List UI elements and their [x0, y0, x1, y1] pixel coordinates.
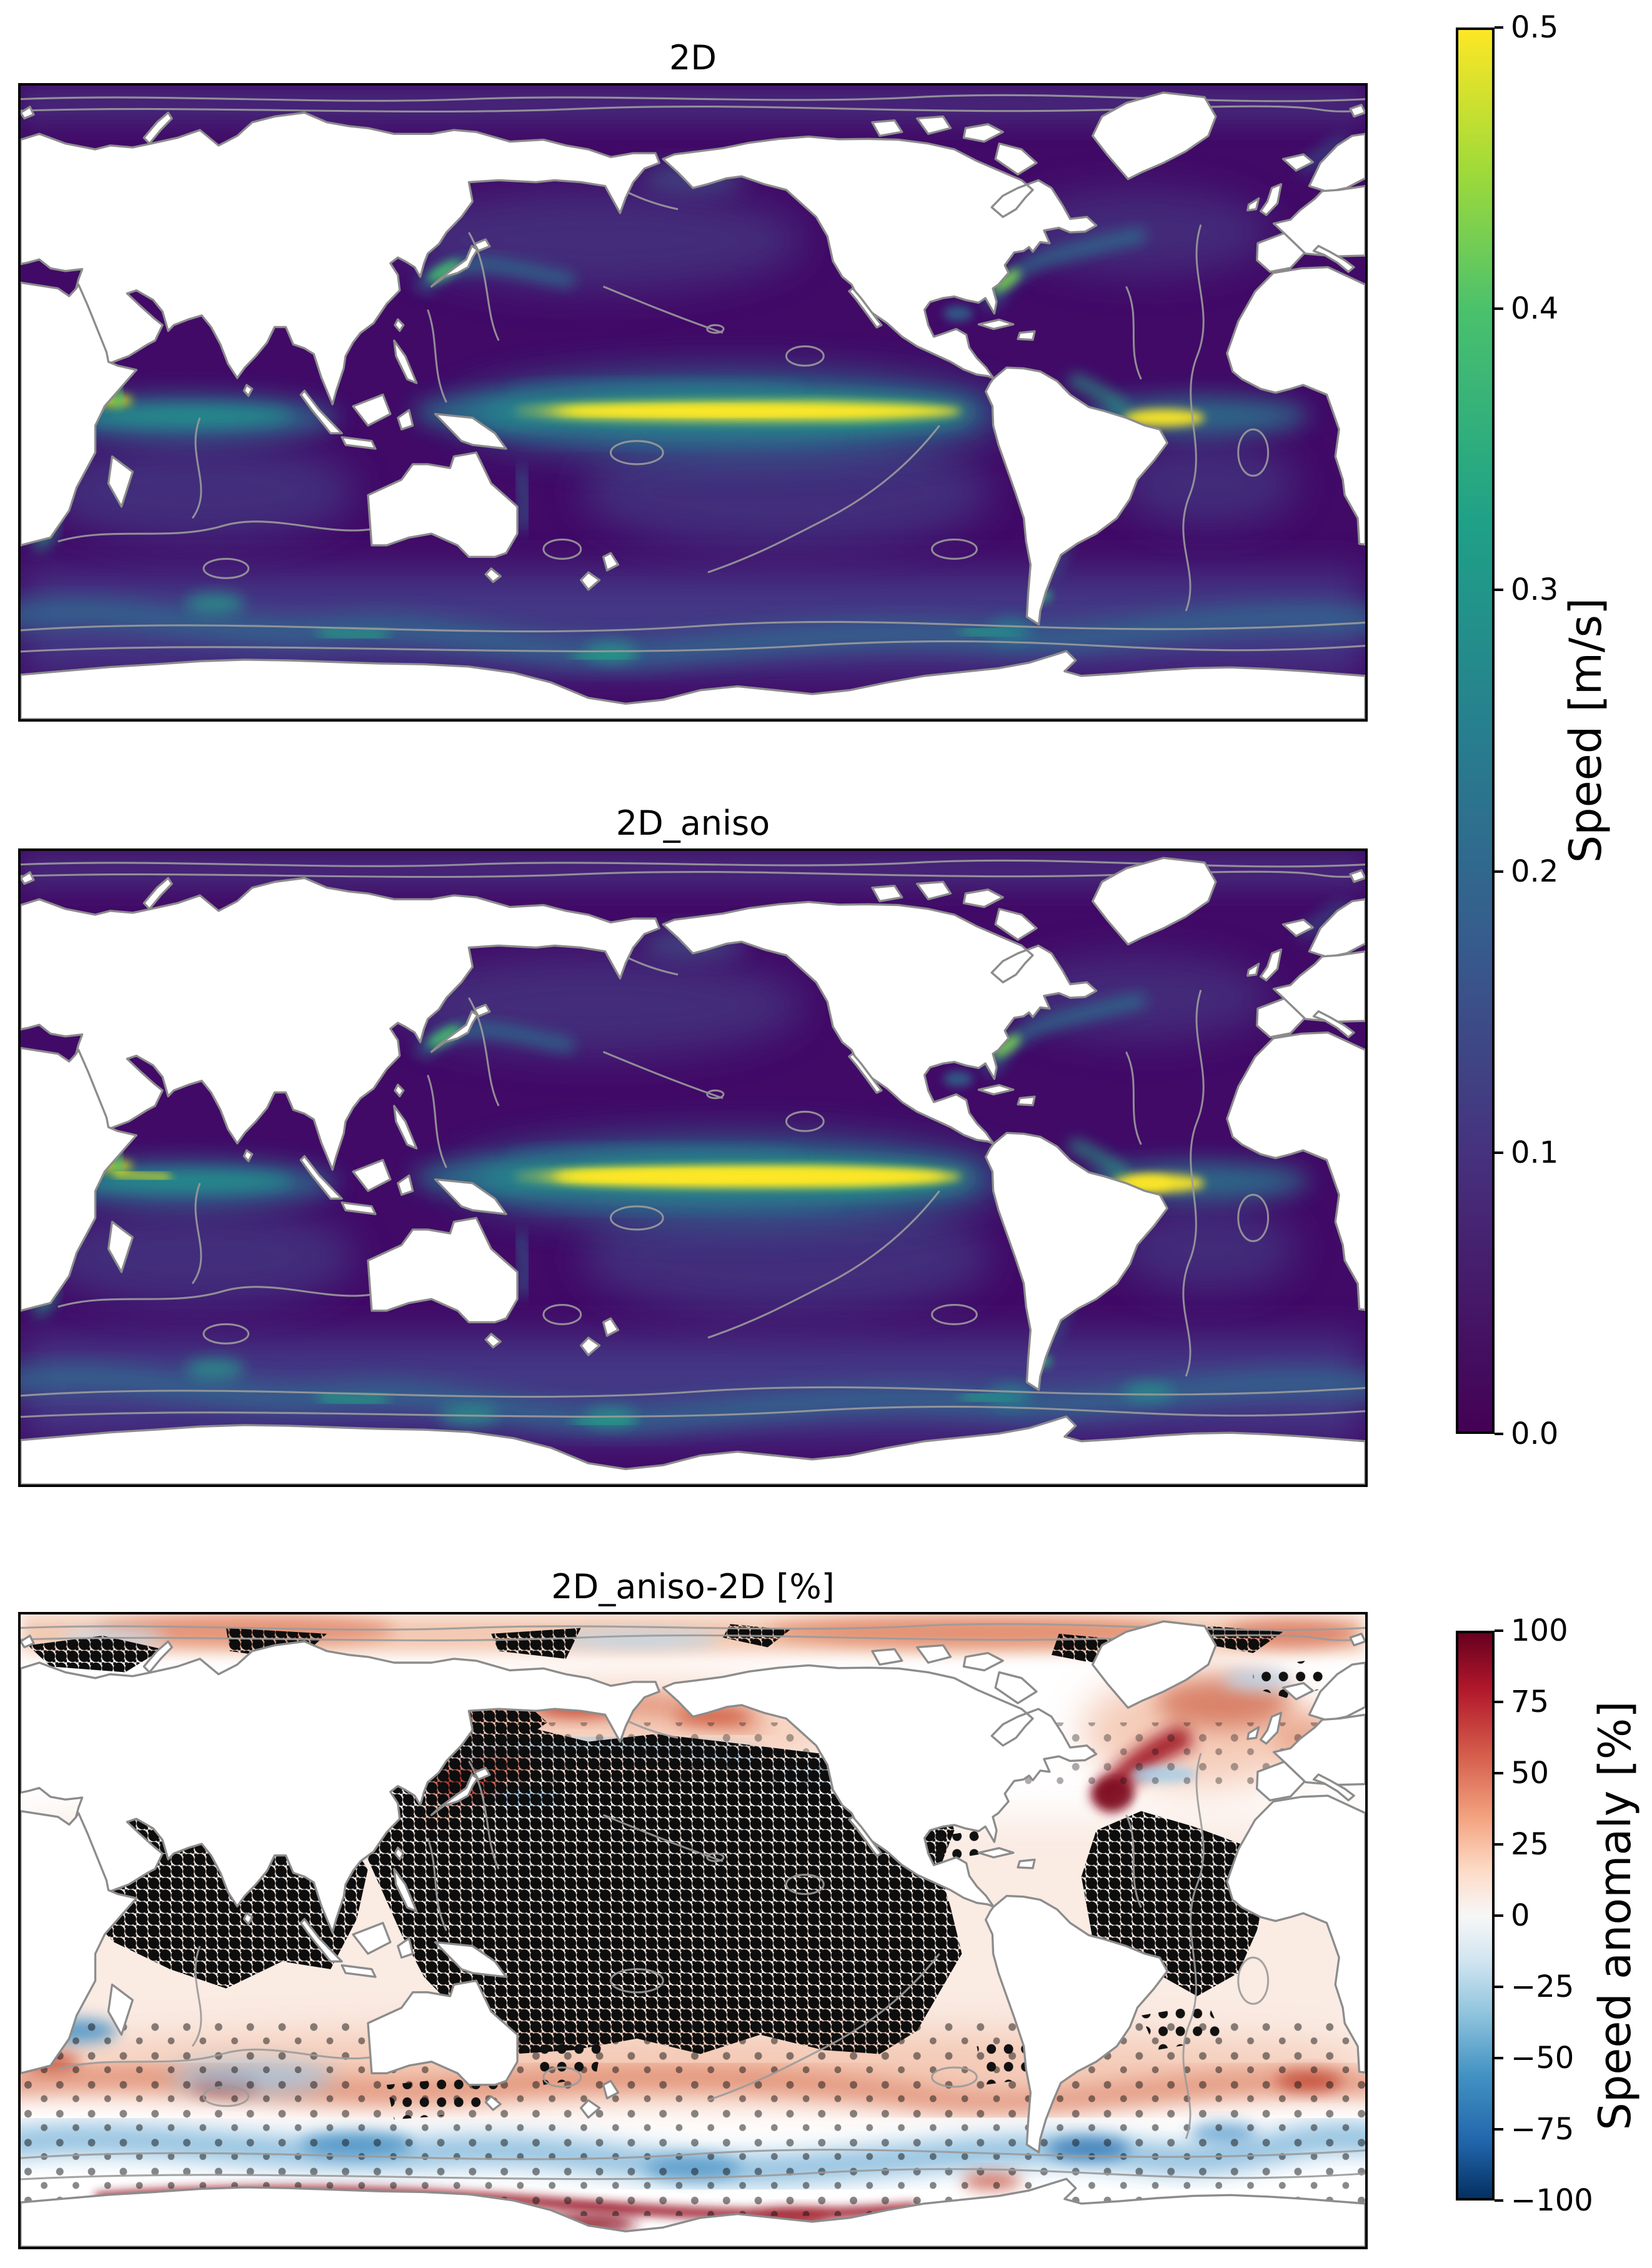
colorbar-anomaly-tick: [1495, 1629, 1503, 1632]
colorbar-anomaly-tick: [1495, 1986, 1503, 1988]
colorbar-anomaly-tick-label: 100: [1511, 1613, 1568, 1648]
colorbar-anomaly-tick-label: −25: [1511, 1969, 1575, 2004]
map-anomaly: [21, 1614, 1365, 2247]
colorbar-speed-tick: [1495, 26, 1503, 29]
colorbar-speed-tick-label: 0.5: [1511, 10, 1559, 45]
map-panel-2d: [18, 83, 1368, 722]
colorbar-anomaly-tick-label: −75: [1511, 2112, 1575, 2147]
colorbar-anomaly-tick-label: 0: [1511, 1898, 1530, 1933]
colorbar-anomaly-tick: [1495, 2128, 1503, 2131]
colorbar-anomaly-tick-label: −100: [1511, 2183, 1593, 2218]
panel-title-2d: 2D: [669, 38, 717, 77]
panel-title-anomaly: 2D_aniso-2D [%]: [551, 1567, 835, 1606]
colorbar-speed-label: Speed [m/s]: [1560, 597, 1611, 863]
map-panel-anomaly: [18, 1612, 1368, 2249]
map-2d: [21, 86, 1365, 719]
colorbar-anomaly-tick: [1495, 1701, 1503, 1703]
colorbar-anomaly-label: Speed anomaly [%]: [1590, 1701, 1641, 2131]
colorbar-anomaly-tick: [1495, 1914, 1503, 1917]
colorbar-anomaly: [1456, 1631, 1495, 2201]
colorbar-speed-tick: [1495, 1151, 1503, 1154]
colorbar-speed-tick-label: 0.1: [1511, 1135, 1559, 1170]
colorbar-speed: [1456, 27, 1495, 1434]
map-2d-aniso: [21, 851, 1365, 1485]
map-panel-2d-aniso: [18, 848, 1368, 1487]
colorbar-speed-tick-label: 0.3: [1511, 572, 1559, 607]
panel-title-2d-aniso: 2D_aniso: [615, 803, 770, 843]
colorbar-anomaly-tick: [1495, 2199, 1503, 2202]
colorbar-anomaly-tick-label: −50: [1511, 2041, 1575, 2076]
colorbar-anomaly-tick-label: 75: [1511, 1684, 1550, 1719]
colorbar-anomaly-tick-label: 50: [1511, 1756, 1550, 1791]
colorbar-anomaly-tick: [1495, 1843, 1503, 1846]
colorbar-speed-tick: [1495, 589, 1503, 591]
colorbar-anomaly-tick: [1495, 2057, 1503, 2059]
colorbar-anomaly-tick: [1495, 1772, 1503, 1774]
colorbar-speed-tick-label: 0.4: [1511, 291, 1559, 326]
colorbar-speed-tick: [1495, 870, 1503, 873]
colorbar-speed-tick-label: 0.2: [1511, 854, 1559, 889]
colorbar-speed-tick: [1495, 307, 1503, 310]
colorbar-speed-tick-label: 0.0: [1511, 1416, 1559, 1451]
colorbar-speed-tick: [1495, 1433, 1503, 1435]
colorbar-anomaly-tick-label: 25: [1511, 1827, 1550, 1862]
